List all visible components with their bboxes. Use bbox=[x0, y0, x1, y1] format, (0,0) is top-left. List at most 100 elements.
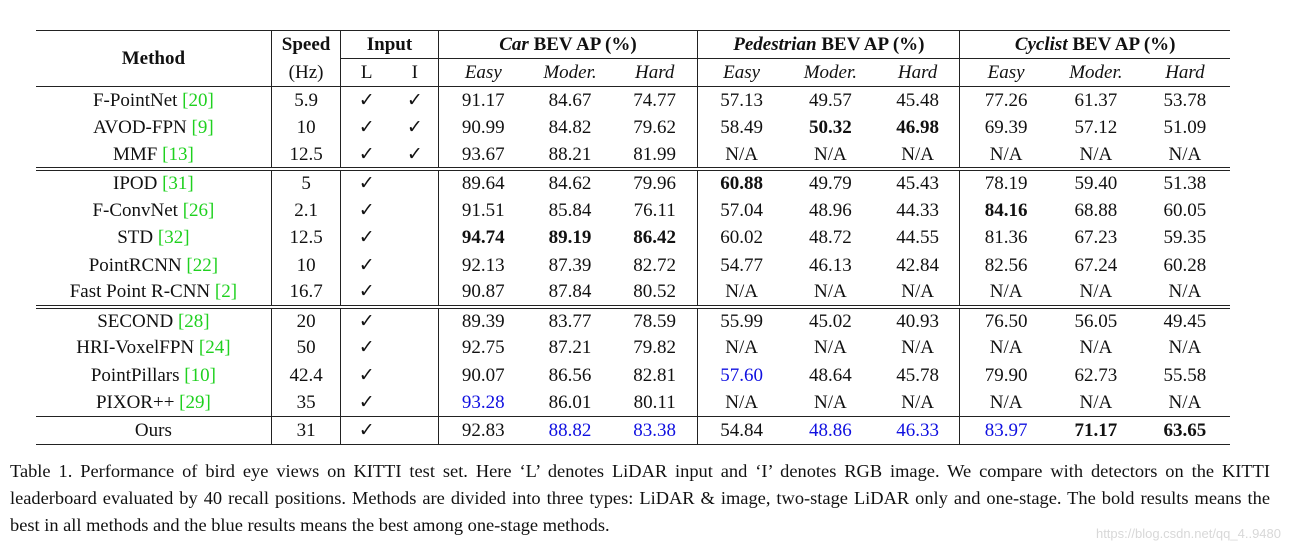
method-name: IPOD bbox=[113, 173, 163, 195]
ap-value-cell: 51.09 bbox=[1163, 117, 1207, 139]
ap-value-cell: N/A bbox=[697, 334, 785, 362]
ap-value-cell: 92.75 bbox=[437, 334, 529, 362]
ap-value-cell: N/A bbox=[1079, 392, 1113, 413]
ap-value-cell: 86.56 bbox=[548, 364, 592, 386]
ap-value-cell: 69.39 bbox=[959, 114, 1052, 142]
ap-value-cell: 79.96 bbox=[611, 167, 698, 197]
citation-link[interactable]: [22] bbox=[186, 254, 219, 276]
citation-link[interactable]: [24] bbox=[198, 337, 231, 359]
input-l-check: ✓ bbox=[340, 304, 392, 334]
citation-link[interactable]: [32] bbox=[157, 227, 190, 249]
input-l-check: ✓ bbox=[340, 279, 392, 307]
ap-value-cell: N/A bbox=[697, 389, 785, 417]
ap-value-cell: 80.52 bbox=[633, 281, 677, 303]
ap-value-cell: 57.13 bbox=[697, 86, 785, 114]
input-i-check bbox=[392, 252, 438, 280]
input-l-check: ✓ bbox=[340, 224, 392, 252]
citation-link[interactable]: [28] bbox=[177, 310, 210, 332]
citation-link[interactable]: [9] bbox=[191, 117, 214, 139]
ap-value-cell: 92.13 bbox=[437, 251, 529, 279]
level-header: Hard bbox=[897, 62, 938, 83]
method-cell: SECOND [28] bbox=[36, 304, 272, 334]
citation-link[interactable]: [20] bbox=[182, 90, 214, 111]
speed-cell: 35 bbox=[270, 389, 341, 417]
citation-link[interactable]: [26] bbox=[182, 199, 215, 221]
method-name: Ours bbox=[134, 419, 172, 441]
ap-value-cell: 78.59 bbox=[611, 304, 698, 334]
ap-value-cell: 44.55 bbox=[896, 227, 939, 249]
input-l-check: ✓ bbox=[340, 141, 392, 169]
ap-value-cell: N/A bbox=[814, 143, 847, 165]
ap-value-cell: 83.77 bbox=[528, 304, 612, 334]
table-row: Fast Point R-CNN [2] 16.7 ✓ 90.87 87.84 80.52… bbox=[36, 279, 1230, 307]
ap-value-cell: 85.84 bbox=[548, 199, 592, 221]
speed-cell: 10 bbox=[270, 114, 341, 142]
watermark: https://blog.csdn.net/qq_4..9480 bbox=[1095, 526, 1281, 541]
speed-cell: 42.4 bbox=[270, 361, 341, 389]
ap-value-cell: 45.02 bbox=[784, 304, 876, 334]
ap-value-cell: 45.43 bbox=[875, 167, 960, 197]
ap-value-cell: 84.82 bbox=[548, 117, 592, 139]
speed-cell: 5.9 bbox=[270, 86, 341, 114]
table-row: HRI-VoxelFPN [24] 50 ✓ 92.75 87.21 79.82 N/A N/… bbox=[36, 334, 1230, 362]
cyclist-header: Cyclist BEV AP (%) bbox=[959, 30, 1230, 59]
ap-value-cell: 61.37 bbox=[1051, 86, 1140, 114]
speed-cell: 5 bbox=[270, 167, 341, 197]
speed-cell: 12.5 bbox=[270, 224, 341, 252]
ap-value-cell: 50.32 bbox=[809, 117, 852, 139]
citation-link[interactable]: [29] bbox=[179, 392, 211, 413]
level-header: Hard bbox=[634, 62, 675, 83]
ap-value-cell: 60.02 bbox=[697, 224, 785, 252]
ap-value-cell: 67.23 bbox=[1074, 227, 1118, 249]
input-i-check bbox=[392, 304, 439, 334]
input-l-check: ✓ bbox=[340, 86, 392, 114]
ap-value-cell: N/A bbox=[1079, 281, 1113, 303]
ap-value-cell: 93.67 bbox=[437, 141, 529, 169]
method-name: PIXOR++ bbox=[95, 392, 180, 413]
citation-link[interactable]: [2] bbox=[214, 281, 238, 303]
pedestrian-header: Pedestrian BEV AP (%) bbox=[697, 30, 960, 59]
ap-value-cell: 49.45 bbox=[1139, 304, 1230, 334]
ap-value-cell: N/A bbox=[814, 337, 847, 359]
speed-cell: 31 bbox=[270, 416, 341, 445]
ap-value-cell: 56.05 bbox=[1051, 304, 1140, 334]
ap-value-cell: 59.35 bbox=[1163, 227, 1207, 249]
method-cell: IPOD [31] bbox=[36, 167, 272, 197]
input-l-check: ✓ bbox=[340, 334, 392, 362]
input-l-check: ✓ bbox=[340, 251, 392, 279]
ap-value-cell: N/A bbox=[1079, 143, 1113, 165]
ap-value-cell: 58.49 bbox=[697, 114, 785, 142]
ap-value-cell: 68.88 bbox=[1074, 199, 1118, 221]
ap-value-cell: 84.67 bbox=[528, 86, 612, 114]
input-i-check bbox=[392, 279, 438, 307]
ap-value-cell: 90.07 bbox=[437, 361, 529, 389]
ap-value-cell: 53.78 bbox=[1139, 86, 1230, 114]
speed-cell: 16.7 bbox=[270, 279, 341, 307]
method-name: HRI-VoxelFPN bbox=[76, 337, 199, 359]
table-row: AVOD-FPN [9] 10 ✓ ✓ 90.99 84.82 79.62 58.49 50.3… bbox=[36, 114, 1230, 142]
method-name: Fast Point R-CNN bbox=[69, 281, 215, 303]
ap-value-cell: 84.16 bbox=[959, 196, 1052, 224]
ap-value-cell: 82.56 bbox=[959, 251, 1052, 279]
method-cell: STD [32] bbox=[36, 224, 271, 252]
ap-value-cell: N/A bbox=[901, 392, 934, 413]
citation-link[interactable]: [31] bbox=[162, 173, 194, 195]
ap-value-cell: N/A bbox=[814, 281, 847, 303]
method-name: AVOD-FPN bbox=[93, 117, 192, 139]
ap-value-cell: 57.60 bbox=[697, 361, 785, 389]
ap-value-cell: 79.82 bbox=[633, 337, 677, 359]
ap-value-cell: 91.17 bbox=[437, 86, 529, 114]
method-cell: AVOD-FPN [9] bbox=[36, 114, 271, 142]
citation-link[interactable]: [13] bbox=[162, 143, 194, 165]
ap-value-cell: N/A bbox=[1168, 392, 1202, 413]
input-i-check bbox=[392, 389, 438, 417]
ap-value-cell: 46.13 bbox=[809, 254, 852, 276]
input-l-check: ✓ bbox=[340, 114, 392, 142]
method-name: F-PointNet bbox=[92, 90, 183, 111]
ap-value-cell: 45.78 bbox=[896, 364, 939, 386]
ap-value-cell: N/A bbox=[901, 337, 934, 359]
ap-value-cell: N/A bbox=[959, 279, 1052, 307]
ap-value-cell: N/A bbox=[959, 389, 1052, 417]
method-cell: PIXOR++ [29] bbox=[36, 389, 271, 417]
citation-link[interactable]: [10] bbox=[184, 364, 216, 386]
